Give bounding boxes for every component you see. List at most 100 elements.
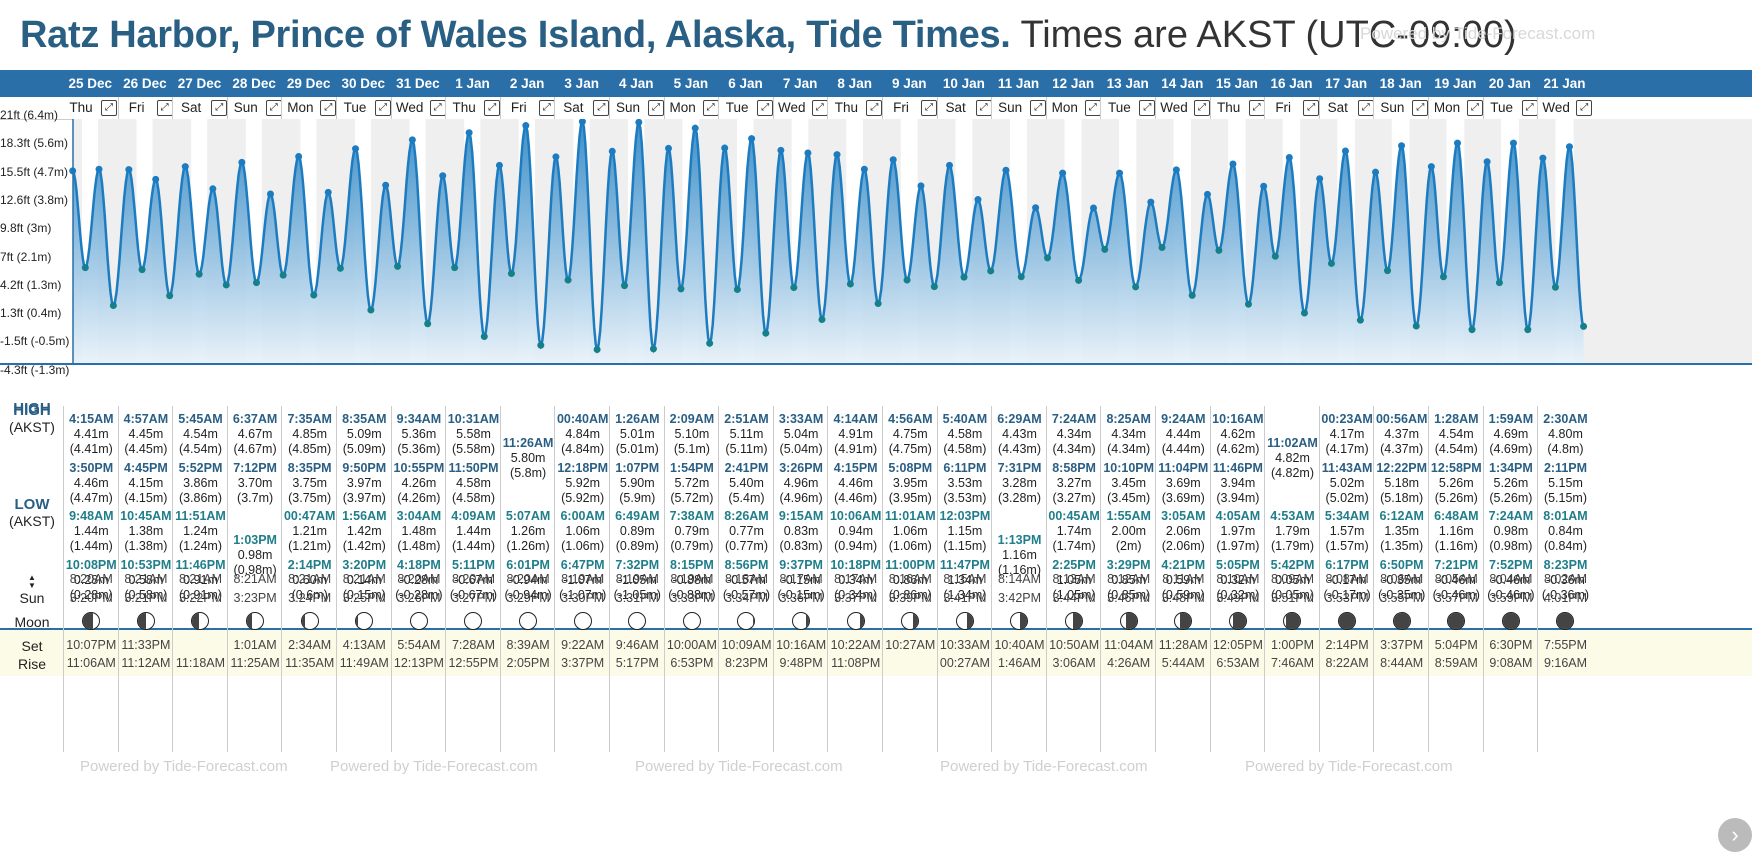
moonrise-time: 12:13PM: [393, 656, 444, 670]
expand-day-button[interactable]: ⤢: [593, 100, 610, 116]
expand-day-button[interactable]: ⤢: [320, 100, 337, 116]
expand-day-button[interactable]: ⤢: [211, 100, 228, 116]
high-tide-entry: 4:14AM 4.91m (4.91m): [828, 412, 883, 457]
expand-day-button[interactable]: ⤢: [1248, 100, 1265, 116]
high-tide-point: [945, 161, 953, 169]
expand-day-button[interactable]: ⤢: [101, 100, 117, 116]
low-tide-entry-time: 6:17PM: [1325, 558, 1369, 572]
high-tide-entry-meters-alt: (4.62m): [1216, 442, 1260, 456]
low-tide-entry-meters-alt: (1.21m): [288, 539, 332, 553]
low-tide-entry-meters: 1.05m: [1056, 573, 1092, 587]
expand-day-button[interactable]: ⤢: [1030, 100, 1047, 116]
day-column: 3:33AM 5.04m (5.04m) 3:26PM 4.96m (4.96m) 9:15…: [772, 406, 829, 752]
expand-day-button[interactable]: ⤢: [1194, 100, 1210, 116]
low-tide-entry-meters: 1.38m: [128, 524, 164, 538]
expand-day-button[interactable]: ⤢: [538, 100, 555, 116]
moon-shadow: [1126, 613, 1137, 629]
moonset-time: 7:55PM: [1543, 638, 1588, 652]
high-tide-entry: 8:35PM 3.75m (3.75m): [282, 461, 337, 506]
low-tide-entry: 10:45AM 1.38m (1.38m): [119, 509, 174, 554]
expand-day-button[interactable]: ⤢: [1576, 100, 1593, 116]
expand-day-button[interactable]: ⤢: [1521, 100, 1538, 116]
high-tide-entry-time: 6:37AM: [232, 412, 278, 426]
moonset-time: 11:33PM: [121, 638, 171, 652]
high-tide-point: [1203, 190, 1211, 198]
high-tide-entry: 11:02AM 4.82m (4.82m): [1265, 436, 1320, 481]
moon-shadow: [1448, 613, 1465, 629]
sunset-time: 3:44PM: [1052, 591, 1096, 605]
high-tide-entry-meters-alt: (4.85m): [288, 442, 332, 456]
high-tide-entry: 7:12PM 3.70m (3.7m): [228, 461, 283, 506]
expand-day-button[interactable]: ⤢: [1467, 100, 1483, 116]
moon-shadow: [805, 613, 810, 629]
expand-day-button[interactable]: ⤢: [156, 100, 173, 116]
low-tide-entry-meters-alt: (0.98m): [233, 563, 277, 577]
high-tide-point: [408, 136, 416, 144]
high-tide-point: [1427, 163, 1435, 171]
high-tide-entry-meters-alt: (5.09m): [342, 442, 386, 456]
expand-day-button[interactable]: ⤢: [702, 100, 719, 116]
date-cell: 1 Jan: [455, 76, 490, 91]
page-title-timezone: Times are AKST (UTC-09:00): [1020, 14, 1517, 56]
high-tide-entry-meters-alt: (4.47m): [69, 491, 113, 505]
sunrise-time: 8:21AM: [124, 572, 168, 586]
low-tide-entry-meters-alt: (0.79m): [670, 539, 714, 553]
high-tide-entry-time: 1:34PM: [1489, 461, 1533, 475]
low-tide-point: [960, 273, 968, 281]
next-arrow-button[interactable]: ›: [1718, 818, 1752, 852]
low-tide-entry: 3:20PM 0.14m (0.15m): [337, 558, 392, 603]
high-tide-entry: 4:15PM 4.46m (4.46m): [828, 461, 883, 506]
low-tide-entry: 9:37PM -0.15m (-0.15m): [774, 558, 829, 603]
expand-day-button[interactable]: ⤢: [484, 100, 501, 116]
high-tide-entry-meters: 4.41m: [73, 427, 109, 441]
low-tide-entry-time: 3:04AM: [396, 509, 442, 523]
expand-day-button[interactable]: ⤢: [921, 100, 937, 116]
row-label-sun: ▲ ▼ Sun: [0, 570, 64, 607]
expand-day-button[interactable]: ⤢: [757, 100, 774, 116]
expand-day-button[interactable]: ⤢: [866, 100, 883, 116]
sunset-time: 3:24PM: [288, 591, 332, 605]
low-tide-entry-meters: 1.42m: [346, 524, 382, 538]
y-axis-tick-label: 1.3ft (0.4m): [0, 306, 62, 321]
high-tide-entry-meters-alt: (4.69m): [1489, 442, 1533, 456]
expand-day-button[interactable]: ⤢: [429, 100, 446, 116]
expand-day-button[interactable]: ⤢: [648, 100, 664, 116]
expand-day-button[interactable]: ⤢: [1357, 100, 1374, 116]
low-tide-point: [1244, 300, 1252, 308]
low-tide-entry-meters-alt: (-0.88m): [668, 588, 716, 602]
high-tide-entry-time: 12:18PM: [557, 461, 609, 475]
expand-day-button[interactable]: ⤢: [975, 100, 992, 116]
watermark-text: Powered by Tide-Forecast.com: [635, 758, 843, 775]
high-tide-point: [1059, 169, 1067, 177]
high-tide-point: [266, 190, 274, 198]
high-tide-entry-meters: 3.94m: [1220, 476, 1256, 490]
low-tide-point: [1271, 252, 1279, 260]
high-tide-entry-time: 10:31AM: [447, 412, 500, 426]
date-cell: 2 Jan: [509, 76, 545, 91]
expand-day-button[interactable]: ⤢: [375, 100, 391, 116]
moonrise-time: 8:23PM: [724, 656, 769, 670]
high-tide-point: [1032, 204, 1040, 212]
expand-day-button[interactable]: ⤢: [811, 100, 828, 116]
expand-day-button[interactable]: ⤢: [1084, 100, 1101, 116]
high-tide-entry: 5:45AM 4.54m (4.54m): [173, 412, 228, 457]
low-tide-entry-time: 11:01AM: [884, 509, 936, 523]
low-tide-entry-meters: 0.91m: [183, 573, 218, 587]
expand-day-button[interactable]: ⤢: [265, 100, 282, 116]
weekday-label: Wed: [778, 100, 806, 115]
high-tide-point: [324, 188, 332, 196]
low-tide-point: [109, 301, 117, 309]
high-tide-entry: 5:40AM 4.58m (4.58m): [938, 412, 993, 457]
expand-day-button[interactable]: ⤢: [1412, 100, 1429, 116]
high-tide-entry-meters: 3.28m: [1002, 476, 1037, 490]
expand-day-button[interactable]: ⤢: [1139, 100, 1156, 116]
high-tide-entry-meters: 5.26m: [1493, 476, 1529, 490]
high-tide-entry-meters-alt: (5.01m): [615, 442, 659, 456]
high-tide-entry-meters: 5.01m: [619, 427, 655, 441]
high-tide-entry-meters: 5.10m: [674, 427, 710, 441]
high-tide-point: [1116, 169, 1124, 177]
day-column: 4:57AM 4.45m (4.45m) 4:45PM 4.15m (4.15m) 10:4…: [117, 406, 174, 752]
high-tide-entry-meters-alt: (4.34m): [1052, 442, 1096, 456]
expand-day-button[interactable]: ⤢: [1303, 100, 1320, 116]
moonset-time: 10:16AM: [776, 638, 827, 652]
